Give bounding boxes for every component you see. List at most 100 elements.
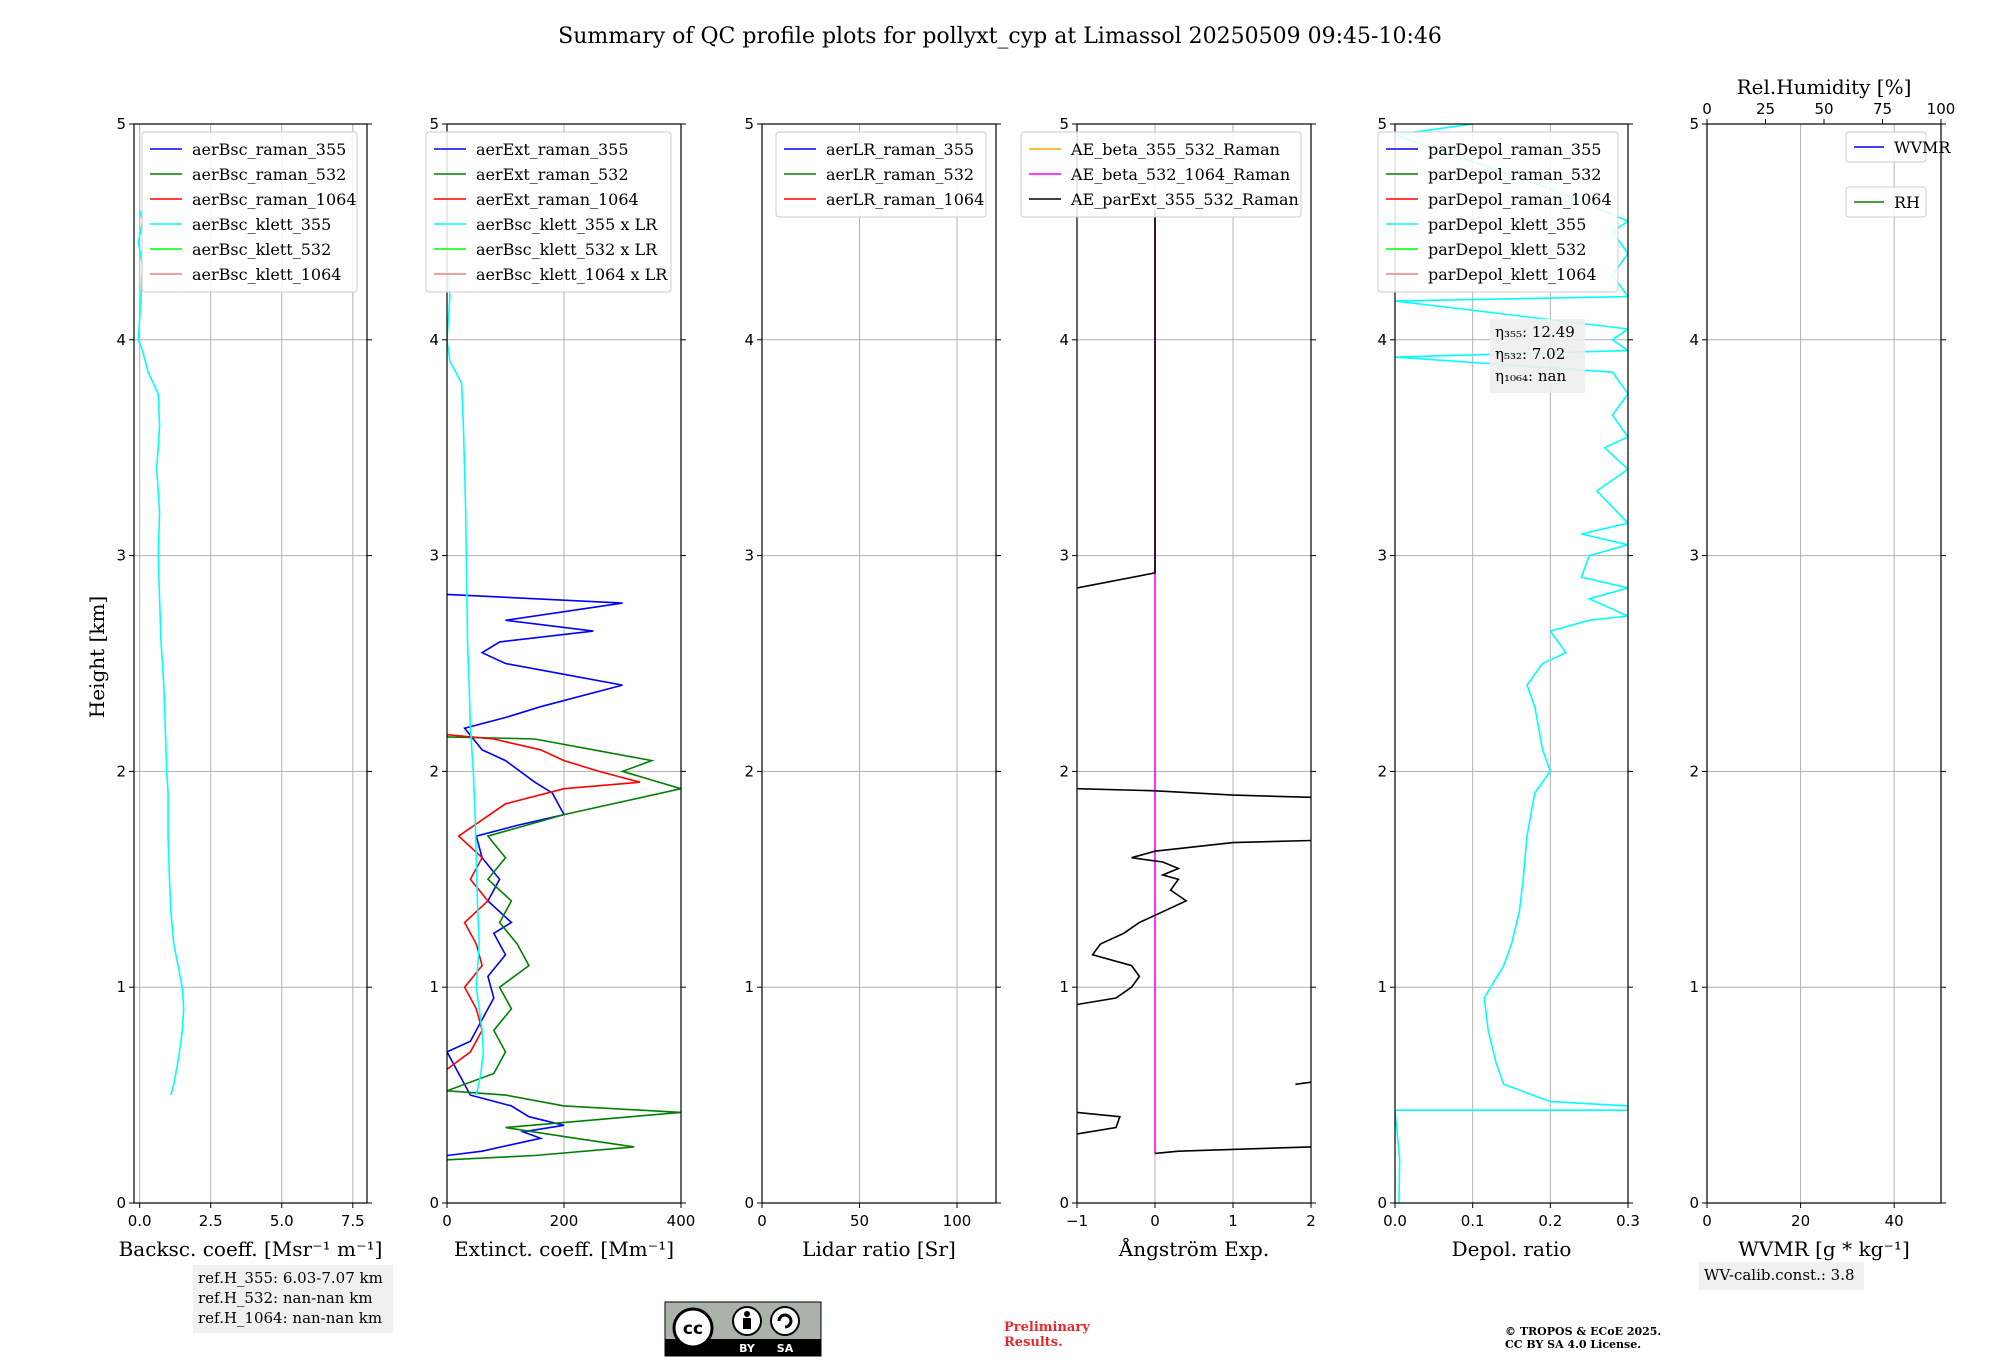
- y-tick-label: 3: [116, 547, 126, 565]
- y-tick-label: 0: [429, 1194, 439, 1212]
- y-tick-label: 5: [1059, 115, 1069, 133]
- share-alike-icon: [770, 1306, 800, 1336]
- x-axis-label: Extinct. coeff. [Mm⁻¹]: [454, 1237, 674, 1261]
- x-axis-label: WVMR [g * kg⁻¹]: [1738, 1237, 1910, 1261]
- y-tick-label: 1: [429, 978, 439, 996]
- y-tick-label: 1: [744, 978, 754, 996]
- y-tick-label: 2: [429, 762, 439, 780]
- sa-label: SA: [777, 1342, 794, 1355]
- x-tick-label: 1: [1228, 1212, 1238, 1230]
- y-tick-label: 5: [1377, 115, 1387, 133]
- legend-label: aerLR_raman_532: [826, 165, 974, 184]
- legend-label: aerBsc_raman_532: [192, 165, 346, 184]
- legend-label: AE_parExt_355_532_Raman: [1070, 190, 1299, 209]
- y-tick-label: 4: [744, 331, 754, 349]
- plot-frame: [1394, 123, 1629, 1204]
- annotation-line: η₁₀₆₄: nan: [1495, 367, 1566, 385]
- plot-frame: [133, 123, 368, 1204]
- y-tick-label: 4: [429, 331, 439, 349]
- panel-lr: 0 50 100 0 1 2 3 4 5 Lidar ratio [Sr] aerLR_raman_…: [744, 115, 1001, 1261]
- legend-box: [141, 131, 358, 293]
- legend-label: parDepol_raman_532: [1428, 165, 1601, 184]
- y-tick-label: 4: [116, 331, 126, 349]
- legend-box: [1845, 131, 1927, 163]
- y-tick-label: 4: [1689, 331, 1699, 349]
- legend-label: parDepol_klett_1064: [1428, 265, 1597, 284]
- plot-frame: [1076, 123, 1312, 1204]
- top-x-tick-label: 75: [1873, 100, 1892, 118]
- y-tick-label: 1: [116, 978, 126, 996]
- y-tick-label: 4: [1059, 331, 1069, 349]
- x-tick-label: 0.3: [1616, 1212, 1640, 1230]
- y-tick-label: 4: [1377, 331, 1387, 349]
- legend-label: aerLR_raman_355: [826, 140, 974, 159]
- legend-label: AE_beta_532_1064_Raman: [1070, 165, 1290, 184]
- legend-box: [775, 131, 987, 218]
- y-tick-label: 5: [116, 115, 126, 133]
- x-tick-label: 0.2: [1538, 1212, 1562, 1230]
- legend-label: parDepol_raman_355: [1428, 140, 1601, 159]
- cc-license-badge: cc BY SA: [664, 1301, 822, 1357]
- y-tick-label: 1: [1377, 978, 1387, 996]
- series-line-AE_parExt_355_532_Raman: [1077, 1111, 1122, 1135]
- annotation-line: η₃₅₅: 12.49: [1495, 323, 1575, 341]
- x-tick-label: −1: [1066, 1212, 1088, 1230]
- x-tick-label: 0.0: [1383, 1212, 1407, 1230]
- annotation-box: [193, 1265, 393, 1333]
- y-tick-label: 3: [744, 547, 754, 565]
- x-tick-label: 0: [1702, 1212, 1712, 1230]
- y-tick-label: 3: [1059, 547, 1069, 565]
- series-line-parDepol_klett_355: [1395, 124, 1628, 1203]
- series-line-aerExt_raman_1064: [447, 733, 641, 1070]
- y-tick-label: 2: [1059, 762, 1069, 780]
- panel-wv: 0 20 40 0 1 2 3 4 5 WVMR [g * kg⁻¹] 0 25 50 75 100 Rel.…: [1689, 75, 1955, 1290]
- y-tick-label: 3: [1377, 547, 1387, 565]
- x-tick-label: 2.5: [199, 1212, 223, 1230]
- cc-icon-label: cc: [683, 1319, 703, 1339]
- x-tick-label: 0: [442, 1212, 452, 1230]
- top-x-tick-label: 100: [1927, 100, 1956, 118]
- y-tick-label: 5: [1689, 115, 1699, 133]
- y-tick-label: 0: [744, 1194, 754, 1212]
- annotation-line: WV-calib.const.: 3.8: [1704, 1266, 1855, 1284]
- top-x-tick-label: 0: [1702, 100, 1712, 118]
- series-line-AE_parExt_355_532_Raman: [1154, 1146, 1311, 1155]
- y-tick-label: 3: [429, 547, 439, 565]
- cc-icon: [672, 1307, 714, 1349]
- annotation-line: η₅₃₂: 7.02: [1495, 345, 1565, 363]
- series-line-AE_parExt_355_532_Raman: [1077, 210, 1156, 589]
- x-axis-label: Backsc. coeff. [Msr⁻¹ m⁻¹]: [119, 1237, 383, 1261]
- copyright-text-1: © TROPOS & ECoE 2025.: [1505, 1325, 1661, 1338]
- panel-depol: 0.0 0.1 0.2 0.3 0 1 2 3 4 5 Depol. ratio parDepol_r…: [1377, 115, 1639, 1261]
- annotation-line: ref.H_532: nan-nan km: [198, 1289, 373, 1307]
- legend-label: parDepol_raman_1064: [1428, 190, 1612, 209]
- top-x-tick-label: 25: [1756, 100, 1775, 118]
- legend-label: parDepol_klett_355: [1428, 215, 1586, 234]
- legend-label: aerBsc_klett_532 x LR: [476, 240, 658, 259]
- y-tick-label: 5: [744, 115, 754, 133]
- annotation-box: [1699, 1262, 1864, 1290]
- y-tick-label: 0: [1059, 1194, 1069, 1212]
- y-tick-label: 1: [1689, 978, 1699, 996]
- y-tick-label: 1: [1059, 978, 1069, 996]
- preliminary-text-2: Results.: [1004, 1335, 1063, 1350]
- annotation-box: [1490, 319, 1585, 393]
- x-tick-label: 50: [850, 1212, 869, 1230]
- series-line-aerExt_raman_532: [447, 736, 681, 1161]
- x-tick-label: 5.0: [270, 1212, 294, 1230]
- plot-frame: [761, 123, 997, 1204]
- panel-ext: 0 200 400 0 1 2 3 4 5 Extinct. coeff. [Mm⁻¹] aerEx…: [425, 115, 695, 1261]
- legend-label: aerBsc_klett_1064 x LR: [476, 265, 668, 284]
- annotation-line: ref.H_355: 6.03-7.07 km: [198, 1269, 383, 1287]
- x-tick-label: 0: [757, 1212, 767, 1230]
- x-tick-label: 0.0: [128, 1212, 152, 1230]
- y-tick-label: 0: [1689, 1194, 1699, 1212]
- legend-label: RH: [1894, 193, 1920, 212]
- top-x-axis-label: Rel.Humidity [%]: [1737, 75, 1912, 99]
- legend-label: aerBsc_klett_355: [192, 215, 331, 234]
- legend-label: aerBsc_klett_1064: [192, 265, 341, 284]
- y-tick-label: 2: [744, 762, 754, 780]
- copyright-text-2: CC BY SA 4.0 License.: [1505, 1338, 1641, 1351]
